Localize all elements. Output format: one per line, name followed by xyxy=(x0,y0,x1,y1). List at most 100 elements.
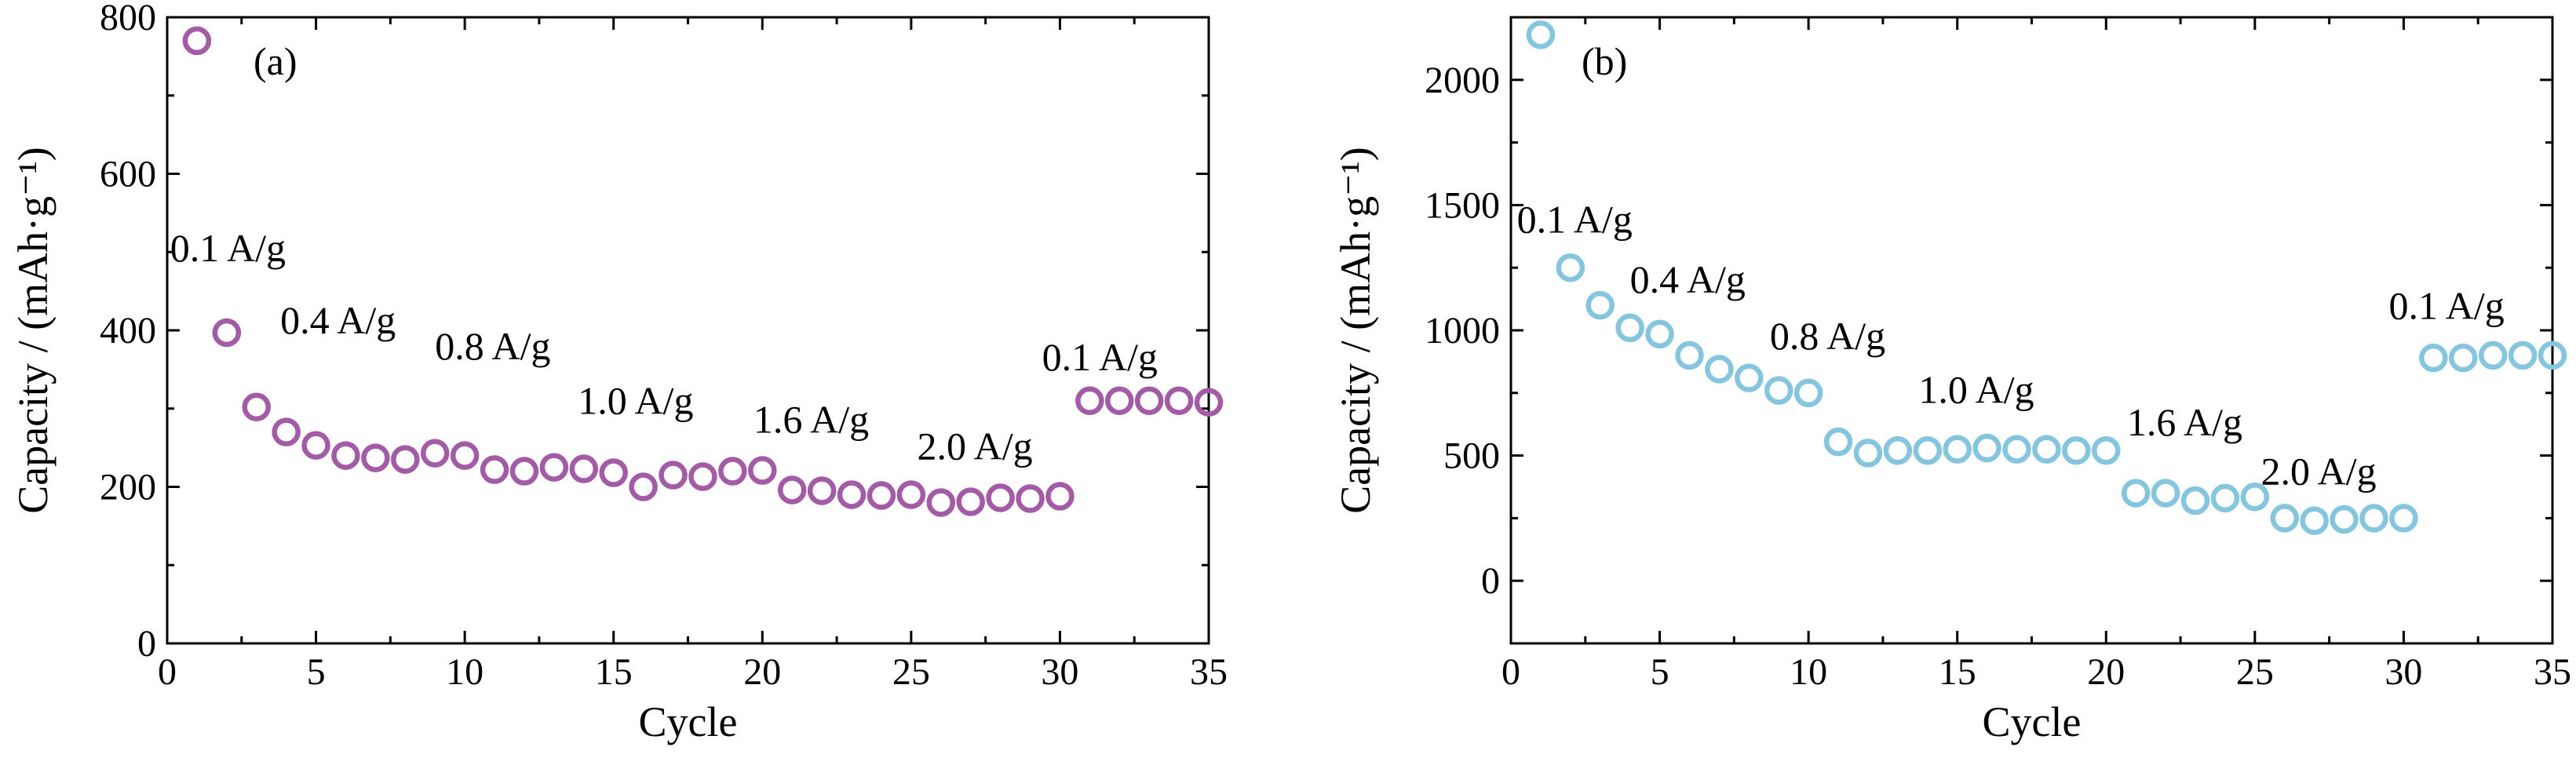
panel-b: 0 5 10 15 20 25 30 35 0 500 1000 1500 2000 Cycle Capac… xyxy=(1332,16,2571,745)
data-point xyxy=(2032,435,2061,464)
rate-annotation: 0.1 A/g xyxy=(1042,335,1158,379)
data-point xyxy=(2062,435,2091,465)
data-point xyxy=(2449,343,2478,373)
data-point xyxy=(2330,505,2359,534)
x-axis-label: Cycle xyxy=(1983,698,2082,745)
rate-annotation: 0.8 A/g xyxy=(435,324,550,368)
data-point xyxy=(242,392,271,422)
data-point xyxy=(837,480,867,509)
data-point xyxy=(2359,504,2388,533)
data-point xyxy=(896,480,926,509)
data-point xyxy=(688,462,717,491)
data-point xyxy=(1972,433,2001,463)
panel-label: (b) xyxy=(1582,39,1627,83)
plot-frame xyxy=(1509,16,2554,645)
data-point xyxy=(391,445,420,474)
rate-annotation: 0.1 A/g xyxy=(2388,284,2504,328)
data-point xyxy=(1645,319,1674,349)
rate-annotation: 0.8 A/g xyxy=(1770,314,1885,358)
x-tick-label: 0 xyxy=(1501,651,1520,693)
data-point xyxy=(867,481,896,510)
data-point xyxy=(569,454,599,483)
data-point xyxy=(2210,483,2240,513)
data-point xyxy=(212,318,242,348)
y-tick-label: 200 xyxy=(100,467,156,508)
data-point xyxy=(2121,479,2151,508)
data-point xyxy=(1045,482,1075,511)
data-point xyxy=(539,453,569,482)
x-tick-label: 35 xyxy=(2534,651,2571,693)
data-point xyxy=(361,443,390,472)
data-point xyxy=(659,461,688,490)
data-point xyxy=(748,456,777,485)
y-tick-label: 0 xyxy=(1481,560,1500,602)
y-axis-label: Capacity / (mAh·g⁻¹) xyxy=(1332,147,1379,514)
x-tick-label: 15 xyxy=(595,651,633,693)
data-point xyxy=(272,417,301,446)
rate-annotation: 2.0 A/g xyxy=(917,424,1032,468)
x-tick-label: 0 xyxy=(158,651,177,693)
data-point xyxy=(2478,341,2508,370)
data-point xyxy=(777,475,807,505)
data-point xyxy=(2300,506,2329,535)
data-point xyxy=(1016,484,1045,513)
rate-annotation: 1.6 A/g xyxy=(2127,400,2242,444)
x-tick-label: 5 xyxy=(307,651,326,693)
x-tick-label: 15 xyxy=(1939,651,1976,693)
data-point xyxy=(1075,386,1104,416)
rate-annotation: 0.4 A/g xyxy=(1630,257,1746,301)
x-tick-label: 35 xyxy=(1190,651,1228,693)
data-point xyxy=(629,472,658,501)
data-point xyxy=(420,439,450,468)
y-axis-label: Capacity / (mAh·g⁻¹) xyxy=(9,147,57,514)
data-point xyxy=(331,441,360,470)
data-point xyxy=(2538,341,2567,370)
data-point xyxy=(1615,313,1644,343)
data-point xyxy=(2180,486,2210,515)
data-point xyxy=(2419,343,2448,373)
y-tick-label: 500 xyxy=(1443,435,1500,477)
data-point xyxy=(2151,479,2180,508)
rate-annotation: 0.4 A/g xyxy=(280,298,396,342)
rate-annotation: 1.0 A/g xyxy=(1918,368,2034,412)
data-point xyxy=(1883,435,1913,465)
data-point xyxy=(2092,435,2121,465)
rate-annotation: 0.1 A/g xyxy=(170,226,286,270)
rate-annotation: 1.0 A/g xyxy=(578,379,693,423)
data-point xyxy=(2389,504,2418,533)
data-point xyxy=(1764,376,1793,405)
data-point xyxy=(807,476,837,505)
y-tick-label: 0 xyxy=(137,623,156,665)
y-tick-label: 800 xyxy=(100,0,156,38)
data-point xyxy=(1705,355,1734,384)
data-point xyxy=(718,457,747,486)
x-tick-label: 25 xyxy=(2236,651,2274,693)
data-point xyxy=(1194,388,1224,417)
data-point xyxy=(450,441,480,470)
rate-annotation: 1.6 A/g xyxy=(753,398,869,442)
data-point xyxy=(2270,504,2300,533)
panel-a: 0 5 10 15 20 25 30 35 0 200 400 600 800 Cycle Capacity… xyxy=(9,0,1228,745)
x-tick-label: 5 xyxy=(1651,651,1669,693)
y-tick-label: 1000 xyxy=(1425,310,1500,352)
x-tick-label: 25 xyxy=(892,651,930,693)
x-tick-label: 10 xyxy=(446,651,483,693)
data-point xyxy=(2508,341,2538,370)
rate-annotation: 2.0 A/g xyxy=(2260,449,2376,493)
data-point xyxy=(986,483,1015,512)
data-point xyxy=(926,488,956,517)
data-point xyxy=(1556,253,1585,282)
x-tick-label: 30 xyxy=(2384,651,2422,693)
x-tick-label: 30 xyxy=(1041,651,1078,693)
y-tick-label: 2000 xyxy=(1425,60,1500,101)
y-tick-label: 400 xyxy=(100,310,156,352)
data-point xyxy=(1134,386,1164,416)
data-point xyxy=(1823,427,1853,457)
data-point xyxy=(1943,435,1972,464)
data-point xyxy=(1853,439,1883,468)
data-point xyxy=(1793,378,1823,408)
data-point xyxy=(1675,341,1704,370)
x-tick-label: 20 xyxy=(743,651,781,693)
data-point xyxy=(2002,435,2031,464)
